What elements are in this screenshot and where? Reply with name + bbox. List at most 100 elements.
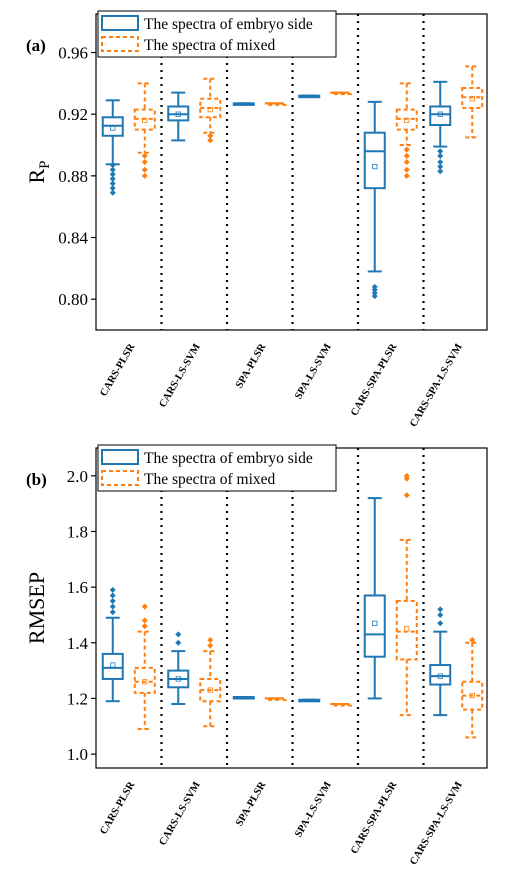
box-iqr <box>101 652 124 680</box>
outlier-point <box>109 166 116 173</box>
legend-swatch-mixed <box>101 36 139 52</box>
outlier-point <box>437 611 444 618</box>
mean-marker <box>372 164 378 170</box>
outlier-point <box>109 609 116 616</box>
outlier-point <box>141 166 148 173</box>
mean-marker <box>207 106 213 113</box>
legend: The spectra of embryo side The spectra of… <box>97 444 337 492</box>
outlier-point <box>371 293 378 300</box>
outlier-point <box>207 637 214 643</box>
mean-marker <box>175 111 181 117</box>
outlier-point <box>141 603 148 610</box>
box-mixed <box>199 637 222 728</box>
x-tick-label: CARS-LS-SVM <box>157 342 202 410</box>
outlier-point <box>109 189 116 196</box>
y-axis-label: RP <box>24 160 53 183</box>
outlier-point <box>403 158 410 165</box>
box-mixed <box>133 82 156 179</box>
outlier-point <box>175 631 182 638</box>
box-mixed <box>133 603 156 731</box>
panel-b: 1.0 1.2 1.4 1.6 1.8 2.0 RMSEP (b) CARS-PLSR CARS-… <box>24 444 488 867</box>
box-embryo <box>101 99 124 196</box>
box-embryo <box>298 94 321 99</box>
legend-label-mixed: The spectra of mixed <box>144 471 276 488</box>
y-tick-label: 1.0 <box>67 745 88 764</box>
x-tick-label: SPA-LS-SVM <box>293 780 334 839</box>
x-tick-label: CARS-SPA-PLSR <box>349 342 399 418</box>
legend-swatch-mixed <box>101 470 139 486</box>
mean-marker <box>175 676 181 682</box>
outlier-point <box>437 152 444 159</box>
plot-frame <box>95 447 488 769</box>
mean-marker <box>404 117 410 123</box>
box-embryo <box>298 698 321 703</box>
outlier-point <box>437 158 444 165</box>
y-tick-label: 0.84 <box>58 229 88 248</box>
outlier-point <box>371 290 378 297</box>
legend-label-embryo: The spectra of embryo side <box>144 450 313 467</box>
plot-frame <box>95 13 488 331</box>
box-iqr <box>429 664 452 686</box>
y-axis-label: RMSEP <box>24 572 49 644</box>
outlier-point <box>403 172 410 179</box>
y-tick-label: 1.4 <box>67 634 89 653</box>
box-embryo <box>429 80 452 175</box>
panel-label: (a) <box>26 36 46 55</box>
outlier-point <box>109 592 116 599</box>
outlier-point <box>437 168 444 175</box>
box-mixed <box>199 77 222 144</box>
box-embryo <box>429 606 452 717</box>
outlier-point <box>403 166 410 173</box>
box-mixed <box>264 102 287 106</box>
panel-label: (b) <box>26 470 47 489</box>
outlier-point <box>109 180 116 187</box>
box-embryo <box>167 631 190 705</box>
mean-marker <box>142 679 148 685</box>
outlier-point <box>175 639 182 646</box>
outlier-point <box>207 132 214 139</box>
mean-marker <box>469 96 475 102</box>
outlier-point <box>207 137 214 144</box>
y-tick-label: 0.92 <box>58 105 88 124</box>
x-tick-label: CARS-PLSR <box>98 780 137 837</box>
box-iqr <box>395 600 418 661</box>
mean-marker <box>469 693 475 699</box>
legend-label-mixed: The spectra of mixed <box>144 37 276 54</box>
outlier-point <box>403 152 410 159</box>
mean-marker <box>110 662 116 668</box>
box-embryo <box>167 91 190 142</box>
x-tick-label: CARS-SPA-LS-SVM <box>408 342 465 429</box>
y-tick-label: 0.96 <box>58 44 88 63</box>
x-tick-label: CARS-SPA-PLSR <box>349 780 399 856</box>
panel-a: 0.80 0.84 0.88 0.92 0.96 RP (a) CARS-PLSR CARS-L… <box>24 10 488 429</box>
mean-marker <box>437 111 443 117</box>
y-tick-label: 1.8 <box>67 522 88 541</box>
box-mixed <box>395 82 418 179</box>
x-tick-label: SPA-PLSR <box>234 780 268 829</box>
mean-marker <box>404 626 410 632</box>
outlier-point <box>109 185 116 192</box>
y-axis-label-main: RMSEP <box>24 572 49 644</box>
x-tick-label: SPA-PLSR <box>234 342 268 391</box>
legend-swatch-embryo <box>101 449 139 465</box>
box-iqr <box>363 131 386 190</box>
box-mixed <box>395 472 418 717</box>
outlier-point <box>109 598 116 605</box>
outlier-point <box>437 163 444 170</box>
mean-marker <box>372 620 378 626</box>
y-axis-label-sub: P <box>37 160 53 168</box>
legend: The spectra of embryo side The spectra of… <box>97 10 337 58</box>
y-tick-label: 1.2 <box>67 689 88 708</box>
outlier-point <box>141 172 148 179</box>
outlier-point <box>403 146 410 153</box>
mean-marker <box>207 687 213 693</box>
outlier-point <box>371 286 378 293</box>
outlier-point <box>469 637 476 643</box>
y-tick-label: 0.88 <box>58 167 88 186</box>
box-embryo <box>232 102 255 106</box>
mean-marker <box>110 125 116 131</box>
box-mixed <box>461 637 484 739</box>
box-iqr <box>363 594 386 658</box>
box-embryo <box>232 696 255 700</box>
